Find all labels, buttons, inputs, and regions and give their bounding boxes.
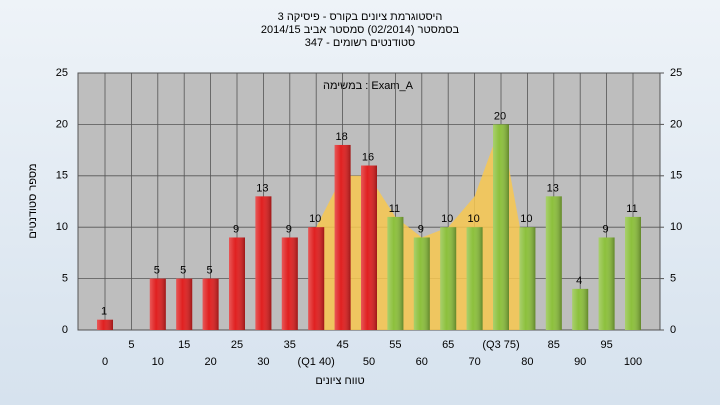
data-label: 1 [101, 306, 107, 318]
chart-subtitle: בסמסטר (02/2014) סמסטר אביב 2014/15 [261, 24, 460, 36]
x-tick-label: 50 [363, 356, 375, 368]
x-tick-label: 35 [284, 339, 296, 351]
bar-shade [440, 227, 457, 330]
y-tick-label: 10 [56, 221, 68, 233]
x-tick-label: 60 [416, 356, 428, 368]
bar-shade [361, 165, 377, 330]
bar-shade [308, 227, 325, 330]
x-tick-label: 90 [574, 356, 586, 368]
data-label: 5 [180, 265, 186, 277]
data-label: 18 [335, 131, 347, 143]
x-tick-label: 85 [548, 339, 560, 351]
x-tick-label: 45 [336, 339, 348, 351]
data-label: 11 [626, 203, 637, 215]
bar-shade [255, 196, 272, 330]
x-tick-label: 55 [389, 339, 401, 351]
y2-tick-label: 15 [670, 170, 682, 182]
bar-shade [387, 216, 404, 330]
bar-shade [202, 278, 219, 330]
x-tick-label: 25 [231, 339, 243, 351]
y2-tick-label: 20 [670, 118, 682, 130]
bar-shade [334, 144, 351, 330]
y-tick-label: 20 [56, 118, 68, 130]
x-tick-label: 70 [468, 356, 480, 368]
y2-tick-label: 5 [670, 273, 676, 285]
y2-tick-label: 25 [670, 67, 682, 79]
x-axis-label: טווח ציונים [315, 375, 364, 387]
data-label: 9 [603, 223, 609, 235]
bar-shade [625, 216, 641, 330]
y-tick-label: 15 [56, 170, 68, 182]
data-label: 10 [520, 213, 532, 225]
data-label: 20 [494, 110, 506, 122]
data-label: 5 [207, 265, 213, 277]
data-label: 13 [547, 182, 559, 194]
bar-shade [97, 319, 113, 330]
x-tick-label: 20 [204, 356, 216, 368]
data-label: 9 [418, 223, 424, 235]
data-label: 10 [309, 213, 321, 225]
y-axis-label: מספר סטודנטים [27, 163, 39, 238]
data-label: 5 [154, 265, 160, 277]
x-tick-label: 100 [624, 356, 642, 368]
data-label: 16 [362, 151, 374, 163]
data-label: 13 [256, 182, 268, 194]
y2-tick-label: 0 [670, 324, 676, 336]
chart-subtitle: סטודנטים רשומים - 347 [305, 37, 416, 49]
x-tick-label: 95 [600, 339, 612, 351]
data-label: 10 [441, 213, 453, 225]
bar-shade [281, 237, 298, 330]
bar-shade [519, 227, 536, 330]
x-tick-label: 65 [442, 339, 454, 351]
bar-shade [466, 227, 483, 330]
data-label: 4 [576, 275, 582, 287]
bar-shade [598, 237, 615, 330]
chart-title: היסטוגרמת ציונים בקורס - פיסיקה 3 [278, 11, 443, 23]
annotation: במשימה : Exam_A [323, 80, 414, 92]
x-tick-label: 30 [257, 356, 269, 368]
x-tick-label: 80 [521, 356, 533, 368]
x-tick-label: 15 [178, 339, 190, 351]
x-tick-label: 10 [152, 356, 164, 368]
bar-shade [493, 124, 509, 331]
bar-shade [229, 237, 245, 330]
data-label: 10 [467, 213, 479, 225]
data-label: 9 [286, 223, 292, 235]
y-tick-label: 25 [56, 67, 68, 79]
x-tick-label: (Q1 40) [298, 356, 335, 368]
data-label: 11 [389, 203, 400, 215]
y-tick-label: 5 [62, 273, 68, 285]
data-label: 9 [233, 223, 239, 235]
bar-shade [149, 278, 166, 330]
x-tick-label: (Q3 75) [482, 339, 519, 351]
x-tick-label: 0 [102, 356, 108, 368]
y2-tick-label: 10 [670, 221, 682, 233]
bar-shade [176, 278, 193, 330]
x-tick-label: 5 [128, 339, 134, 351]
bar-shade [545, 196, 562, 330]
y-tick-label: 0 [62, 324, 68, 336]
bar-shade [413, 237, 430, 330]
bar-shade [572, 288, 589, 330]
